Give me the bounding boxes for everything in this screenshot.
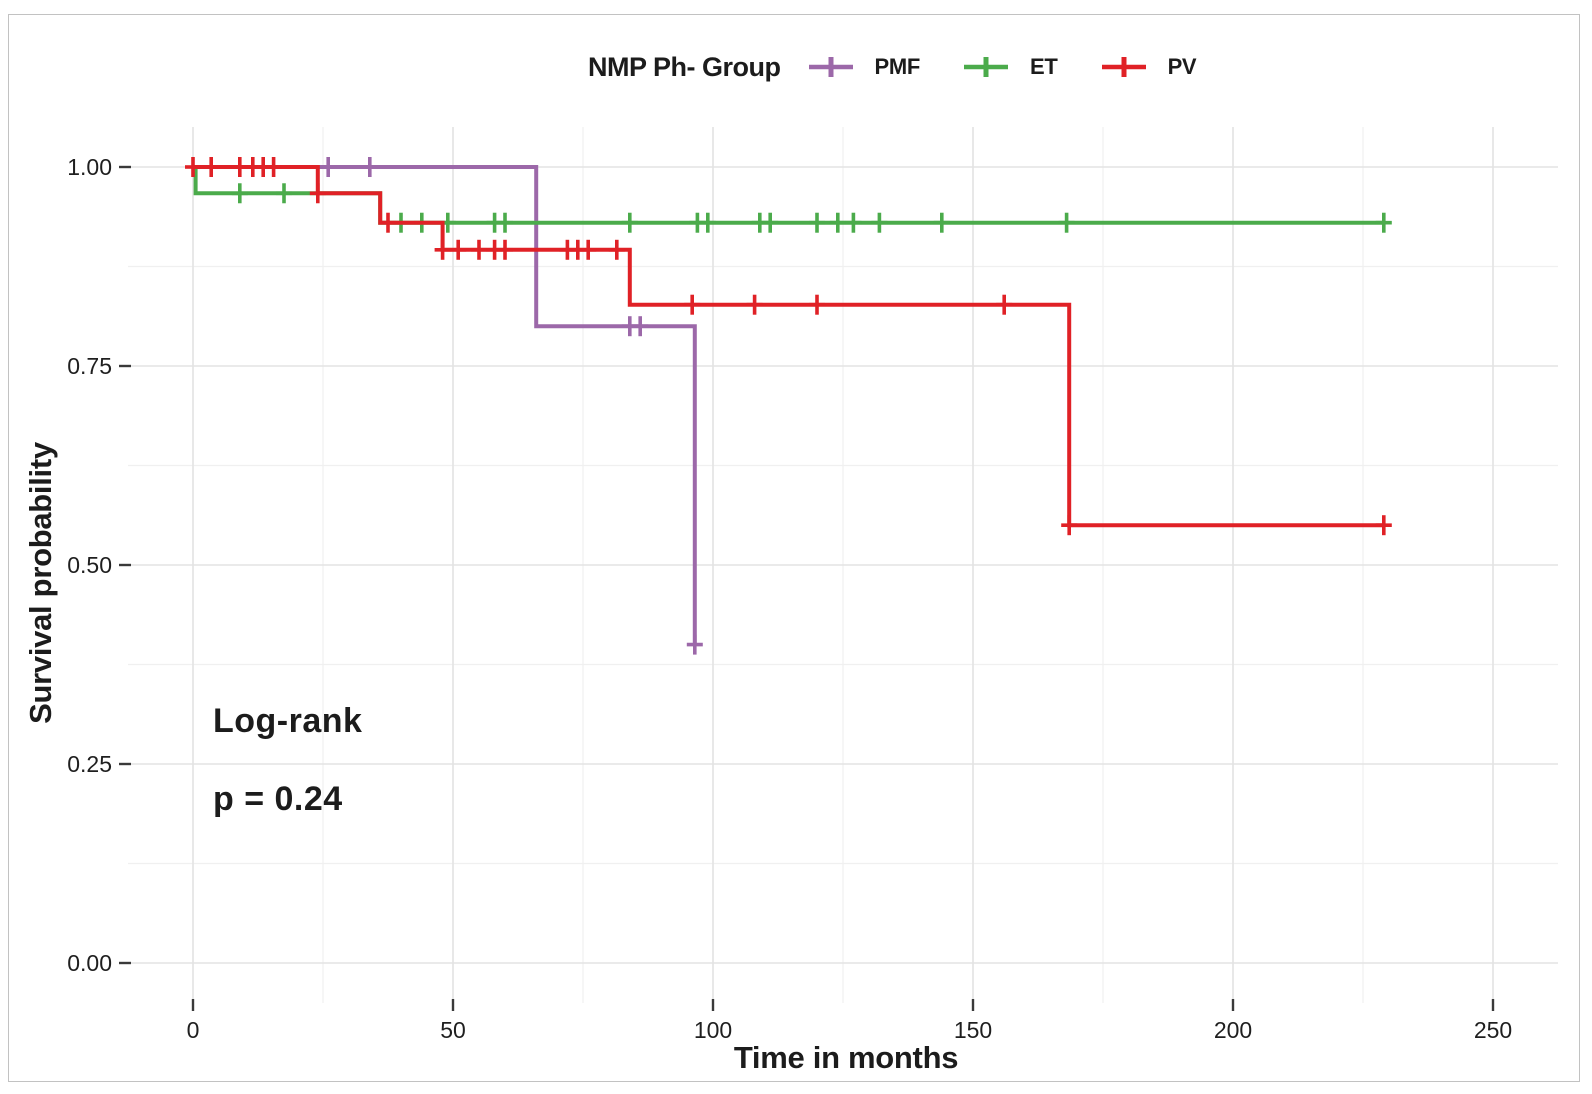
series-et-censor-marks [231, 183, 1392, 233]
pvalue-annotation: p = 0.24 [213, 780, 343, 818]
x-tick-label: 200 [1214, 1017, 1252, 1043]
logrank-annotation: Log-rank [213, 702, 363, 740]
pmf-plus-line-key-icon [808, 57, 853, 77]
pv-plus-line-key-icon [1101, 57, 1146, 77]
y-tick-label: 1.00 [67, 154, 112, 180]
legend-item-label: PMF [874, 54, 921, 79]
series-pmf-censor-marks [320, 157, 703, 655]
legend-item-et: ET [962, 54, 1058, 80]
x-tick-label: 0 [187, 1017, 200, 1043]
legend-title: NMP Ph- Group [588, 51, 781, 82]
x-tick-label: 100 [694, 1017, 732, 1043]
legend: NMP Ph- Group PMF ET PV [588, 46, 1238, 88]
x-tick-label: 50 [440, 1017, 466, 1043]
legend-item-pmf: PMF [807, 54, 921, 80]
legend-item-label: ET [1030, 54, 1058, 79]
legend-item-label: PV [1167, 54, 1197, 79]
y-tick-label: 0.00 [67, 950, 112, 976]
x-tick-label: 150 [954, 1017, 992, 1043]
series-pmf-curve [193, 165, 697, 645]
y-tick-label: 0.25 [67, 751, 112, 777]
et-plus-line-key-icon [964, 57, 1009, 77]
legend-item-pv: PV [1100, 54, 1197, 80]
y-tick-label: 0.50 [67, 552, 112, 578]
x-tick-label: 250 [1474, 1017, 1512, 1043]
y-axis-title: Survival probability [23, 442, 58, 724]
series-pv-censor-marks [185, 157, 1392, 536]
y-tick-label: 0.75 [67, 353, 112, 379]
x-axis-title: Time in months [733, 1040, 959, 1075]
